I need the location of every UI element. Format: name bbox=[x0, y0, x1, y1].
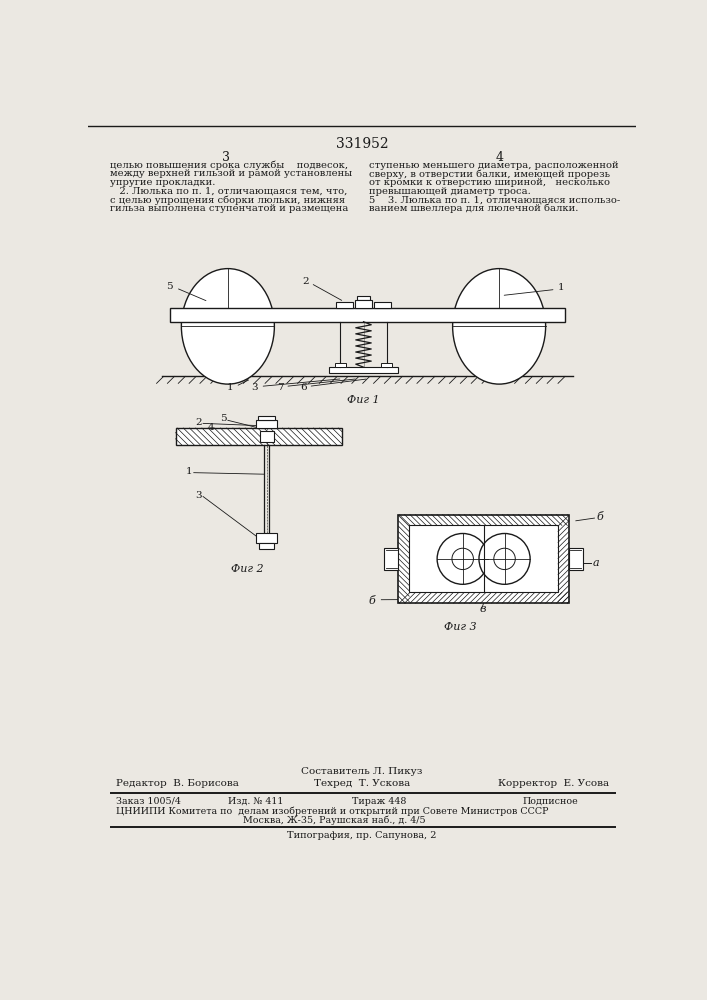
Bar bbox=[398, 515, 569, 603]
Text: от кромки к отверстию шириной,   несколько: от кромки к отверстию шириной, несколько bbox=[369, 178, 610, 187]
Text: 5    3. Люлька по п. 1, отличающаяся использо-: 5 3. Люлька по п. 1, отличающаяся исполь… bbox=[369, 195, 620, 204]
Bar bbox=[335, 363, 346, 367]
Text: Фиг 3: Фиг 3 bbox=[444, 622, 477, 632]
Bar bbox=[357, 296, 370, 300]
Text: 5: 5 bbox=[166, 282, 173, 291]
Text: 3: 3 bbox=[195, 491, 201, 500]
Text: Тираж 448: Тираж 448 bbox=[352, 797, 407, 806]
Text: гильза выполнена ступенчатой и размещена: гильза выполнена ступенчатой и размещена bbox=[110, 204, 349, 213]
Text: 4: 4 bbox=[495, 151, 503, 164]
Bar bbox=[259, 431, 274, 442]
Bar bbox=[258, 416, 275, 420]
Ellipse shape bbox=[182, 269, 274, 384]
Circle shape bbox=[452, 548, 474, 570]
Bar bbox=[329, 367, 398, 373]
Text: между верхней гильзой и рамой установлены: между верхней гильзой и рамой установлен… bbox=[110, 169, 352, 178]
Text: с целью упрощения сборки люльки, нижняя: с целью упрощения сборки люльки, нижняя bbox=[110, 195, 345, 205]
Bar bbox=[569, 548, 583, 570]
Text: б: б bbox=[596, 512, 603, 522]
Bar bbox=[381, 363, 392, 367]
Bar bbox=[374, 302, 392, 308]
Text: Заказ 1005/4: Заказ 1005/4 bbox=[115, 797, 180, 806]
Text: б: б bbox=[368, 596, 375, 606]
Circle shape bbox=[437, 533, 489, 584]
Text: в: в bbox=[480, 604, 486, 614]
Text: превышающей диаметр троса.: превышающей диаметр троса. bbox=[369, 187, 531, 196]
Text: 1: 1 bbox=[558, 283, 564, 292]
Text: Типография, пр. Сапунова, 2: Типография, пр. Сапунова, 2 bbox=[287, 831, 437, 840]
Text: 3: 3 bbox=[252, 383, 258, 392]
Bar bbox=[175, 428, 342, 445]
Ellipse shape bbox=[452, 269, 546, 384]
Bar bbox=[336, 302, 353, 308]
Text: ступенью меньшего диаметра, расположенной: ступенью меньшего диаметра, расположенно… bbox=[369, 161, 619, 170]
Bar bbox=[170, 308, 565, 322]
Text: Москва, Ж-35, Раушская наб., д. 4/5: Москва, Ж-35, Раушская наб., д. 4/5 bbox=[243, 815, 426, 825]
Text: целью повышения срока службы    подвесок,: целью повышения срока службы подвесок, bbox=[110, 161, 349, 170]
Circle shape bbox=[479, 533, 530, 584]
Bar bbox=[256, 533, 277, 543]
Text: 6: 6 bbox=[300, 383, 307, 392]
Text: а: а bbox=[592, 558, 599, 568]
Text: Фиг 1: Фиг 1 bbox=[347, 395, 380, 405]
Text: Составитель Л. Пикуз: Составитель Л. Пикуз bbox=[301, 767, 423, 776]
Text: Редактор  В. Борисова: Редактор В. Борисова bbox=[115, 779, 238, 788]
Bar bbox=[259, 543, 274, 549]
Text: сверху, в отверстии балки, имеющей прорезь: сверху, в отверстии балки, имеющей проре… bbox=[369, 169, 610, 179]
Text: 7: 7 bbox=[277, 383, 284, 392]
Text: 1: 1 bbox=[186, 467, 192, 476]
Text: 2: 2 bbox=[195, 418, 201, 427]
Text: 331952: 331952 bbox=[336, 137, 388, 151]
Bar bbox=[409, 525, 558, 592]
Text: Техред  Т. Ускова: Техред Т. Ускова bbox=[314, 779, 410, 788]
Text: упругие прокладки.: упругие прокладки. bbox=[110, 178, 216, 187]
Text: ванием швеллера для люлечной балки.: ванием швеллера для люлечной балки. bbox=[369, 204, 578, 213]
Text: ЦНИИПИ Комитета по  делам изобретений и открытий при Совете Министров СССР: ЦНИИПИ Комитета по делам изобретений и о… bbox=[115, 806, 548, 816]
Bar bbox=[385, 548, 398, 570]
Text: 2. Люлька по п. 1, отличающаяся тем, что,: 2. Люлька по п. 1, отличающаяся тем, что… bbox=[110, 187, 347, 196]
Text: 5: 5 bbox=[220, 414, 226, 423]
Bar bbox=[256, 420, 277, 428]
Text: 2: 2 bbox=[302, 277, 309, 286]
Text: Корректор  Е. Усова: Корректор Е. Усова bbox=[498, 779, 609, 788]
Text: 3: 3 bbox=[222, 151, 230, 164]
Text: Изд. № 411: Изд. № 411 bbox=[228, 797, 284, 806]
Text: Подписное: Подписное bbox=[522, 797, 578, 806]
Text: 4: 4 bbox=[208, 424, 214, 432]
Circle shape bbox=[493, 548, 515, 570]
Bar bbox=[355, 300, 372, 308]
Text: 1: 1 bbox=[227, 383, 233, 392]
Text: Фиг 2: Фиг 2 bbox=[231, 564, 264, 574]
